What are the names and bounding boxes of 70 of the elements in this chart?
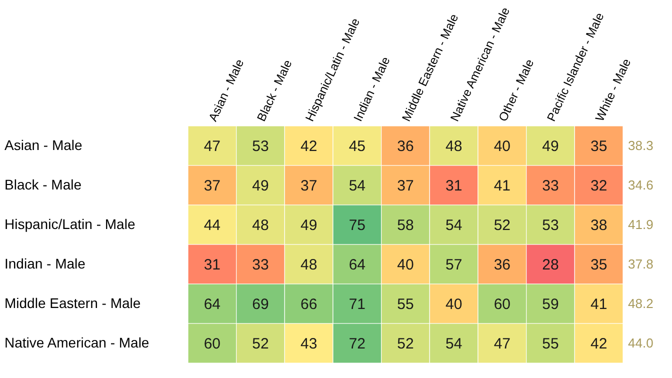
- data-label: 36: [494, 256, 511, 274]
- data-label: 40: [445, 296, 462, 313]
- data-label: 41: [590, 296, 608, 313]
- x-tick-label: Asian - Male: [206, 56, 247, 124]
- data-label: 52: [494, 216, 511, 234]
- data-label: 40: [494, 138, 511, 155]
- data-label: 58: [397, 216, 414, 234]
- data-label: 47: [204, 138, 221, 155]
- data-label: 35: [590, 256, 608, 274]
- x-tick-label: Black - Male: [254, 57, 295, 124]
- y2-tick-label: 44.0: [628, 335, 654, 350]
- data-label: 60: [204, 335, 221, 352]
- data-label: 42: [300, 138, 318, 155]
- y2-tick-label: 41.9: [628, 216, 654, 232]
- data-label: 48: [445, 138, 462, 155]
- y-tick-label: Native American - Male: [4, 334, 150, 350]
- data-label: 69: [252, 296, 269, 313]
- x-tick-label: Other - Male: [496, 56, 537, 124]
- data-label: 48: [300, 256, 318, 274]
- data-label: 31: [204, 256, 221, 274]
- y-tick-label: Asian - Male: [4, 136, 83, 153]
- data-label: 37: [204, 177, 221, 194]
- data-label: 59: [542, 296, 559, 313]
- y2-tick-label: 37.8: [628, 256, 654, 272]
- data-label: 60: [494, 296, 511, 313]
- data-label: 28: [542, 256, 559, 274]
- data-label: 31: [445, 177, 462, 194]
- data-label: 71: [348, 296, 366, 313]
- data-label: 57: [445, 256, 462, 274]
- data-label: 42: [590, 335, 608, 352]
- data-label: 54: [445, 216, 462, 234]
- data-label: 49: [300, 216, 318, 234]
- data-label: 33: [252, 256, 269, 274]
- data-label: 36: [397, 138, 414, 155]
- data-label: 48: [252, 216, 269, 234]
- data-label: 55: [542, 335, 559, 352]
- data-label: 45: [348, 138, 366, 155]
- x-tick-label: White - Male: [592, 56, 634, 124]
- data-label: 72: [348, 335, 366, 352]
- data-label: 43: [300, 335, 318, 352]
- data-label: 37: [397, 177, 414, 194]
- data-label: 38: [590, 216, 608, 234]
- y2-tick-label: 48.2: [628, 296, 654, 311]
- data-label: 35: [590, 138, 608, 155]
- data-label: 52: [252, 335, 269, 352]
- data-label: 54: [445, 335, 462, 352]
- data-label: 54: [348, 177, 366, 194]
- data-label: 32: [590, 177, 608, 194]
- data-label: 64: [204, 296, 221, 313]
- data-label: 41: [494, 177, 511, 194]
- data-label: 49: [252, 177, 269, 194]
- data-label: 64: [348, 256, 366, 274]
- y-tick-label: Middle Eastern - Male: [4, 294, 141, 311]
- data-label: 47: [494, 335, 511, 352]
- data-label: 53: [542, 216, 559, 234]
- y-tick-label: Indian - Male: [4, 255, 86, 272]
- data-label: 75: [348, 216, 366, 234]
- y2-tick-label: 34.6: [628, 177, 654, 192]
- data-label: 49: [542, 138, 559, 155]
- data-label: 37: [300, 177, 318, 194]
- y2-tick-label: 38.3: [628, 138, 654, 153]
- data-label: 55: [397, 296, 414, 313]
- data-label: 52: [397, 335, 414, 352]
- y-tick-label: Hispanic/Latin - Male: [4, 216, 136, 232]
- data-label: 53: [252, 138, 269, 155]
- data-label: 33: [542, 177, 559, 194]
- y-tick-label: Black - Male: [4, 176, 82, 192]
- data-label: 44: [204, 216, 221, 234]
- data-label: 40: [397, 256, 414, 274]
- data-label: 66: [300, 296, 318, 313]
